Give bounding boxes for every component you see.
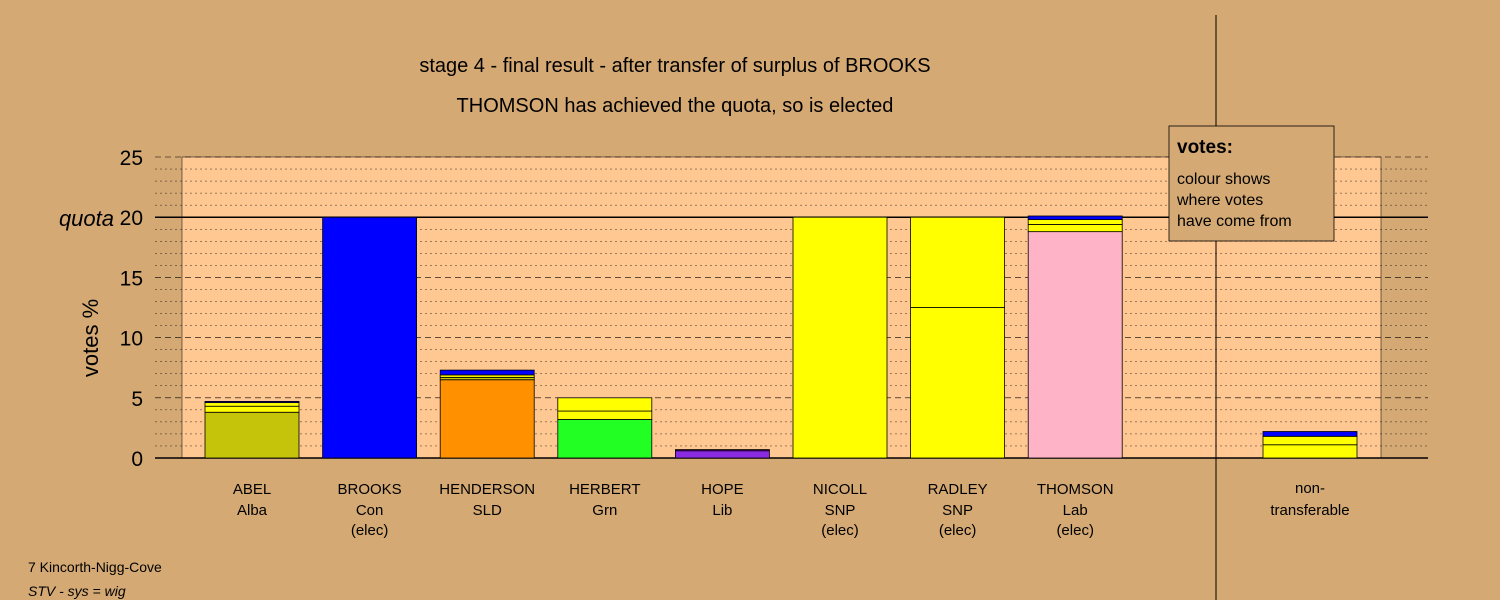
x-axis-labels: ABEL Alba BROOKS Con (elec) HENDERSON SLD HERBE… bbox=[233, 480, 1350, 539]
candidate-party-abel: Alba bbox=[237, 502, 268, 519]
radley-bar bbox=[910, 216, 1005, 459]
chart-subtitle: THOMSON has achieved the quota, so is el… bbox=[457, 95, 894, 117]
bar-segment bbox=[910, 216, 1005, 308]
chart-title: stage 4 - final result - after transfer … bbox=[419, 55, 930, 77]
bar-segment bbox=[1262, 435, 1358, 446]
bar-segment bbox=[322, 216, 418, 459]
bar-segment bbox=[675, 450, 770, 459]
brooks-bar bbox=[322, 216, 418, 459]
bar-segment bbox=[204, 405, 300, 413]
nontransferable-label-2: transferable bbox=[1270, 502, 1349, 519]
quota-label: quota bbox=[59, 206, 114, 231]
bar-segment bbox=[204, 402, 300, 407]
bar-segment bbox=[675, 449, 770, 452]
bar-segment bbox=[1027, 219, 1123, 225]
candidate-status-thomson: (elec) bbox=[1056, 522, 1094, 539]
candidate-party-thomson: Lab bbox=[1063, 502, 1088, 519]
voting-system: STV - sys = wig bbox=[28, 583, 126, 599]
candidate-party-radley: SNP bbox=[942, 502, 973, 519]
candidate-party-hope: Lib bbox=[712, 502, 732, 519]
y-tick-label: 25 bbox=[120, 147, 143, 170]
legend-line-3: have come from bbox=[1177, 213, 1292, 230]
hope-bar bbox=[675, 449, 770, 459]
bars bbox=[204, 215, 1358, 459]
bar-segment bbox=[557, 397, 653, 412]
y-axis-ticks: 0 5 10 15 20 25 bbox=[120, 147, 143, 471]
ward-name: 7 Kincorth-Nigg-Cove bbox=[28, 559, 162, 575]
legend-title: votes: bbox=[1177, 137, 1233, 158]
abel-bar bbox=[204, 401, 300, 459]
candidate-status-brooks: (elec) bbox=[351, 522, 389, 539]
thomson-bar bbox=[1027, 215, 1123, 459]
candidate-status-nicoll: (elec) bbox=[821, 522, 859, 539]
bar-segment bbox=[1027, 224, 1123, 233]
y-tick-label: 10 bbox=[120, 328, 143, 351]
legend-line-1: colour shows bbox=[1177, 171, 1270, 188]
bar-segment bbox=[792, 216, 888, 459]
bar-segment bbox=[439, 379, 535, 459]
y-axis-label: votes % bbox=[78, 299, 103, 377]
candidate-name-hope: HOPE bbox=[701, 481, 744, 498]
candidate-name-herbert: HERBERT bbox=[569, 481, 640, 498]
bar-segment bbox=[557, 419, 653, 459]
nontransferable-label-1: non- bbox=[1295, 480, 1325, 497]
y-tick-label: 5 bbox=[131, 388, 143, 411]
candidate-party-brooks: Con bbox=[356, 502, 384, 519]
candidate-name-radley: RADLEY bbox=[928, 481, 988, 498]
candidate-name-henderson: HENDERSON bbox=[439, 481, 535, 498]
bar-segment bbox=[204, 411, 300, 459]
legend-box: votes: colour shows where votes have com… bbox=[1168, 125, 1335, 242]
bar-segment bbox=[557, 410, 653, 420]
candidate-party-nicoll: SNP bbox=[825, 502, 856, 519]
henderson-bar bbox=[439, 369, 535, 459]
y-tick-label: 15 bbox=[120, 267, 143, 290]
y-tick-label: 20 bbox=[120, 207, 143, 230]
y-tick-label: 0 bbox=[131, 448, 143, 471]
bar-segment bbox=[439, 369, 535, 376]
bar-segment bbox=[1027, 231, 1123, 459]
candidate-status-radley: (elec) bbox=[939, 522, 977, 539]
nontransferable-bar bbox=[1262, 431, 1358, 459]
bar-segment bbox=[1262, 431, 1358, 437]
bar-segment bbox=[204, 401, 300, 404]
bar-segment bbox=[910, 307, 1005, 459]
bar-segment bbox=[1027, 215, 1123, 221]
candidate-name-brooks: BROOKS bbox=[338, 481, 402, 498]
candidate-name-nicoll: NICOLL bbox=[813, 481, 867, 498]
bar-segment bbox=[1262, 444, 1358, 459]
legend-line-2: where votes bbox=[1176, 192, 1263, 209]
candidate-name-thomson: THOMSON bbox=[1037, 481, 1114, 498]
nicoll-bar bbox=[792, 216, 888, 459]
candidate-name-abel: ABEL bbox=[233, 481, 271, 498]
candidate-party-herbert: Grn bbox=[592, 502, 617, 519]
herbert-bar bbox=[557, 397, 653, 459]
candidate-party-henderson: SLD bbox=[473, 502, 502, 519]
